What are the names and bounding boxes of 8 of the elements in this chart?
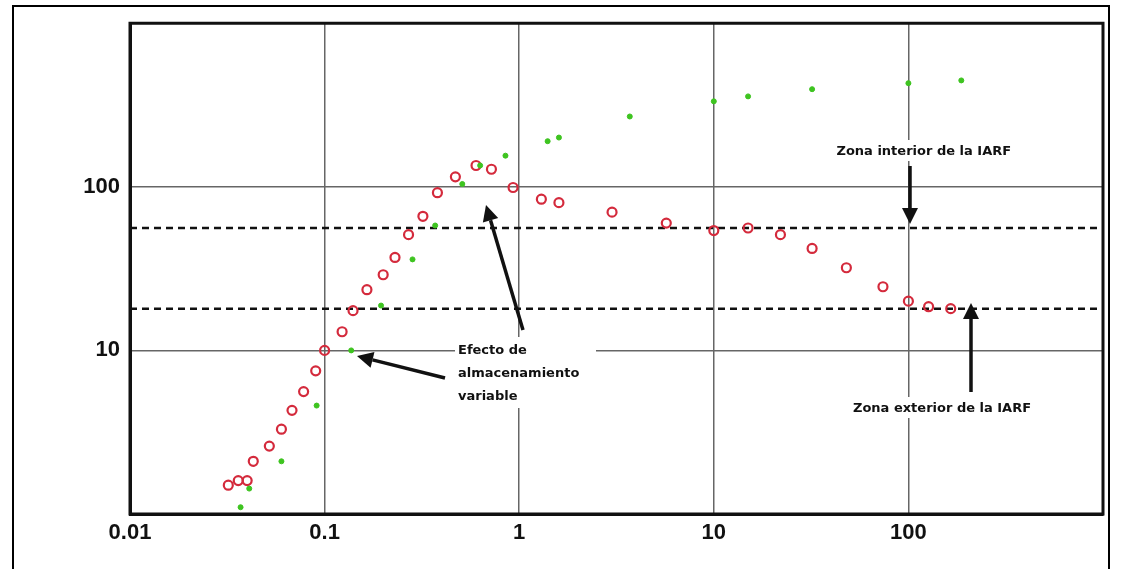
x-tick-label: 10 <box>701 519 727 545</box>
annotation: Efecto de almacenamiento variable <box>455 337 596 408</box>
x-tick-label: 100 <box>890 519 927 545</box>
annotation: Zona exterior de la IARF <box>850 397 1035 418</box>
annotation: Zona interior de la IARF <box>833 140 1015 161</box>
x-tick-label: 1 <box>513 519 526 545</box>
x-tick-label: 0.01 <box>108 519 152 545</box>
x-tick-label: 0.1 <box>309 519 340 545</box>
